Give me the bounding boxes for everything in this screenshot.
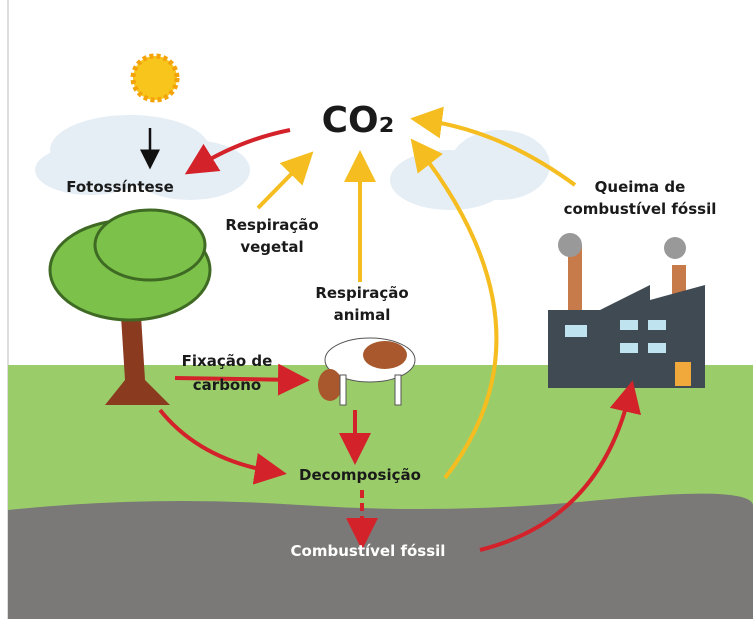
node-label: Queima de: [595, 178, 686, 196]
node-label: Fotossíntese: [66, 178, 174, 196]
node-label: Combustível fóssil: [291, 542, 446, 560]
tree: [48, 208, 212, 405]
node-label: animal: [334, 306, 391, 324]
node-label: Fixação de: [182, 352, 273, 370]
node-label: Respiração: [225, 216, 318, 234]
node-label: combustível fóssil: [564, 200, 717, 218]
factory: [548, 233, 705, 388]
node-label: Respiração: [315, 284, 408, 302]
sun: [130, 53, 180, 103]
node-label: vegetal: [240, 238, 303, 256]
node-label: carbono: [193, 376, 261, 394]
node-label: Decomposição: [299, 466, 421, 484]
cow: [318, 337, 416, 406]
co2-label: CO₂: [322, 100, 395, 141]
arrows: [140, 106, 642, 552]
